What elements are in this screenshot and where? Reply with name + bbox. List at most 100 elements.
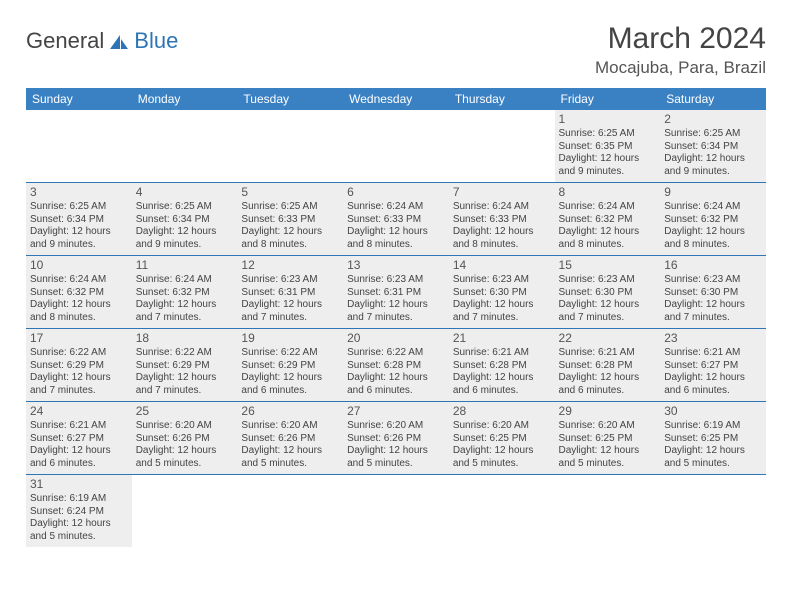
calendar-cell: 6Sunrise: 6:24 AMSunset: 6:33 PMDaylight… bbox=[343, 183, 449, 256]
day-number: 14 bbox=[453, 258, 551, 273]
daylight-line: Daylight: 12 hours and 7 minutes. bbox=[241, 299, 339, 324]
sunrise-line: Sunrise: 6:24 AM bbox=[664, 201, 762, 214]
day-number: 12 bbox=[241, 258, 339, 273]
daylight-line: Daylight: 12 hours and 8 minutes. bbox=[664, 226, 762, 251]
calendar-cell: 23Sunrise: 6:21 AMSunset: 6:27 PMDayligh… bbox=[660, 329, 766, 402]
daylight-line: Daylight: 12 hours and 7 minutes. bbox=[664, 299, 762, 324]
sunset-line: Sunset: 6:33 PM bbox=[241, 214, 339, 227]
sunset-line: Sunset: 6:29 PM bbox=[241, 360, 339, 373]
day-number: 18 bbox=[136, 331, 234, 346]
calendar-cell: 17Sunrise: 6:22 AMSunset: 6:29 PMDayligh… bbox=[26, 329, 132, 402]
calendar-cell: 27Sunrise: 6:20 AMSunset: 6:26 PMDayligh… bbox=[343, 402, 449, 475]
daylight-line: Daylight: 12 hours and 7 minutes. bbox=[347, 299, 445, 324]
sunrise-line: Sunrise: 6:24 AM bbox=[559, 201, 657, 214]
daylight-line: Daylight: 12 hours and 7 minutes. bbox=[136, 372, 234, 397]
day-number: 5 bbox=[241, 185, 339, 200]
day-number: 22 bbox=[559, 331, 657, 346]
day-number: 28 bbox=[453, 404, 551, 419]
sunset-line: Sunset: 6:34 PM bbox=[136, 214, 234, 227]
day-number: 11 bbox=[136, 258, 234, 273]
daylight-line: Daylight: 12 hours and 5 minutes. bbox=[664, 445, 762, 470]
day-number: 9 bbox=[664, 185, 762, 200]
calendar-cell-empty bbox=[132, 110, 238, 183]
daylight-line: Daylight: 12 hours and 6 minutes. bbox=[347, 372, 445, 397]
daylight-line: Daylight: 12 hours and 7 minutes. bbox=[30, 372, 128, 397]
sunset-line: Sunset: 6:33 PM bbox=[347, 214, 445, 227]
day-number: 26 bbox=[241, 404, 339, 419]
calendar-cell: 10Sunrise: 6:24 AMSunset: 6:32 PMDayligh… bbox=[26, 256, 132, 329]
weekday-header: Sunday bbox=[26, 88, 132, 110]
calendar-cell: 31Sunrise: 6:19 AMSunset: 6:24 PMDayligh… bbox=[26, 475, 132, 548]
calendar-table: SundayMondayTuesdayWednesdayThursdayFrid… bbox=[26, 88, 766, 547]
logo-text-1: General bbox=[26, 28, 104, 54]
day-number: 6 bbox=[347, 185, 445, 200]
calendar-cell: 14Sunrise: 6:23 AMSunset: 6:30 PMDayligh… bbox=[449, 256, 555, 329]
sunrise-line: Sunrise: 6:22 AM bbox=[136, 347, 234, 360]
daylight-line: Daylight: 12 hours and 6 minutes. bbox=[664, 372, 762, 397]
sunset-line: Sunset: 6:30 PM bbox=[559, 287, 657, 300]
calendar-cell: 7Sunrise: 6:24 AMSunset: 6:33 PMDaylight… bbox=[449, 183, 555, 256]
sunrise-line: Sunrise: 6:24 AM bbox=[347, 201, 445, 214]
sunrise-line: Sunrise: 6:19 AM bbox=[664, 420, 762, 433]
sunrise-line: Sunrise: 6:24 AM bbox=[453, 201, 551, 214]
weekday-header: Saturday bbox=[660, 88, 766, 110]
day-number: 24 bbox=[30, 404, 128, 419]
calendar-cell: 24Sunrise: 6:21 AMSunset: 6:27 PMDayligh… bbox=[26, 402, 132, 475]
daylight-line: Daylight: 12 hours and 5 minutes. bbox=[347, 445, 445, 470]
day-number: 13 bbox=[347, 258, 445, 273]
sunset-line: Sunset: 6:26 PM bbox=[241, 433, 339, 446]
sunrise-line: Sunrise: 6:20 AM bbox=[136, 420, 234, 433]
calendar-cell-empty bbox=[343, 110, 449, 183]
weekday-header-row: SundayMondayTuesdayWednesdayThursdayFrid… bbox=[26, 88, 766, 110]
daylight-line: Daylight: 12 hours and 7 minutes. bbox=[453, 299, 551, 324]
calendar-cell-empty bbox=[343, 475, 449, 548]
weekday-header: Thursday bbox=[449, 88, 555, 110]
calendar-cell: 12Sunrise: 6:23 AMSunset: 6:31 PMDayligh… bbox=[237, 256, 343, 329]
sunset-line: Sunset: 6:31 PM bbox=[347, 287, 445, 300]
day-number: 16 bbox=[664, 258, 762, 273]
day-number: 8 bbox=[559, 185, 657, 200]
calendar-cell: 1Sunrise: 6:25 AMSunset: 6:35 PMDaylight… bbox=[555, 110, 661, 183]
daylight-line: Daylight: 12 hours and 8 minutes. bbox=[30, 299, 128, 324]
sunrise-line: Sunrise: 6:22 AM bbox=[347, 347, 445, 360]
calendar-cell: 13Sunrise: 6:23 AMSunset: 6:31 PMDayligh… bbox=[343, 256, 449, 329]
sunrise-line: Sunrise: 6:21 AM bbox=[453, 347, 551, 360]
sunset-line: Sunset: 6:30 PM bbox=[453, 287, 551, 300]
sunrise-line: Sunrise: 6:23 AM bbox=[453, 274, 551, 287]
day-number: 2 bbox=[664, 112, 762, 127]
daylight-line: Daylight: 12 hours and 7 minutes. bbox=[136, 299, 234, 324]
weekday-header: Wednesday bbox=[343, 88, 449, 110]
day-number: 23 bbox=[664, 331, 762, 346]
sunrise-line: Sunrise: 6:24 AM bbox=[30, 274, 128, 287]
sunrise-line: Sunrise: 6:20 AM bbox=[241, 420, 339, 433]
sunset-line: Sunset: 6:27 PM bbox=[664, 360, 762, 373]
sunset-line: Sunset: 6:32 PM bbox=[559, 214, 657, 227]
sunset-line: Sunset: 6:32 PM bbox=[664, 214, 762, 227]
calendar-cell-empty bbox=[449, 110, 555, 183]
sunrise-line: Sunrise: 6:19 AM bbox=[30, 493, 128, 506]
daylight-line: Daylight: 12 hours and 8 minutes. bbox=[453, 226, 551, 251]
sunrise-line: Sunrise: 6:22 AM bbox=[241, 347, 339, 360]
daylight-line: Daylight: 12 hours and 5 minutes. bbox=[136, 445, 234, 470]
header: General Blue March 2024 Mocajuba, Para, … bbox=[26, 22, 766, 78]
day-number: 27 bbox=[347, 404, 445, 419]
logo: General Blue bbox=[26, 28, 178, 54]
sunset-line: Sunset: 6:26 PM bbox=[136, 433, 234, 446]
sunrise-line: Sunrise: 6:23 AM bbox=[664, 274, 762, 287]
sunset-line: Sunset: 6:26 PM bbox=[347, 433, 445, 446]
weekday-header: Friday bbox=[555, 88, 661, 110]
sunrise-line: Sunrise: 6:23 AM bbox=[347, 274, 445, 287]
daylight-line: Daylight: 12 hours and 9 minutes. bbox=[136, 226, 234, 251]
calendar-cell: 22Sunrise: 6:21 AMSunset: 6:28 PMDayligh… bbox=[555, 329, 661, 402]
sunrise-line: Sunrise: 6:20 AM bbox=[559, 420, 657, 433]
daylight-line: Daylight: 12 hours and 9 minutes. bbox=[30, 226, 128, 251]
day-number: 25 bbox=[136, 404, 234, 419]
sunrise-line: Sunrise: 6:22 AM bbox=[30, 347, 128, 360]
daylight-line: Daylight: 12 hours and 8 minutes. bbox=[559, 226, 657, 251]
day-number: 17 bbox=[30, 331, 128, 346]
daylight-line: Daylight: 12 hours and 5 minutes. bbox=[559, 445, 657, 470]
sunrise-line: Sunrise: 6:21 AM bbox=[559, 347, 657, 360]
logo-text-2: Blue bbox=[134, 28, 178, 54]
day-number: 29 bbox=[559, 404, 657, 419]
sunset-line: Sunset: 6:29 PM bbox=[30, 360, 128, 373]
